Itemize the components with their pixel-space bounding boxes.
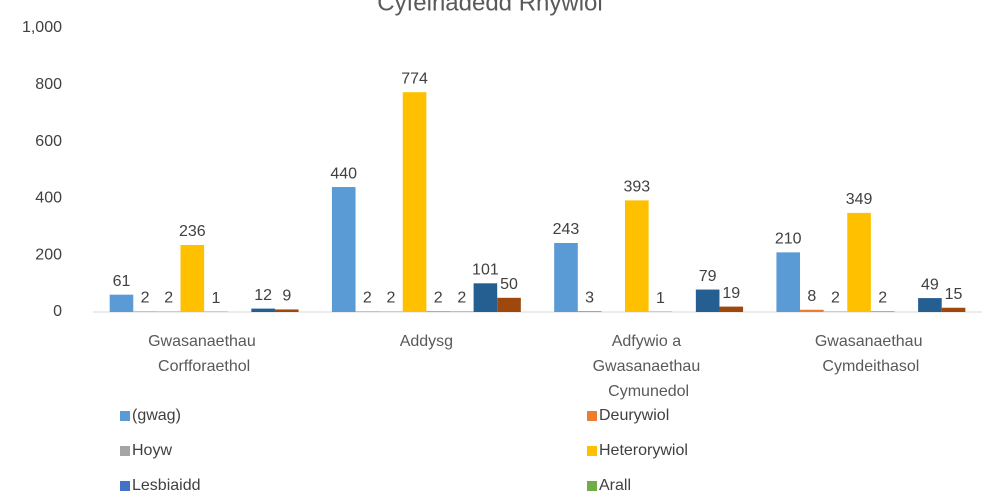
- bar: [847, 212, 871, 312]
- bar: [473, 283, 498, 312]
- data-label: 243: [553, 221, 580, 238]
- data-label: 2: [434, 290, 443, 307]
- legend-label: Arall: [599, 477, 631, 493]
- data-label: 3: [585, 289, 594, 306]
- data-label: 19: [722, 285, 740, 302]
- bar: [776, 252, 801, 312]
- data-label: 2: [141, 290, 150, 307]
- x-tick-label: Adfywio a Gwasanaethau Cymunedol: [593, 333, 705, 400]
- legend-label: (gwag): [132, 407, 181, 424]
- bar: [180, 244, 205, 312]
- legend-label: Hoyw: [132, 442, 172, 459]
- label-line: Addysg: [400, 333, 453, 350]
- bar: [625, 200, 649, 312]
- y-tick-label: 800: [35, 76, 62, 93]
- bar: [497, 297, 521, 312]
- bar: [823, 311, 848, 312]
- data-label: 12: [254, 287, 272, 304]
- y-tick-label: 600: [35, 133, 62, 150]
- chart-title: Cyfeiriadedd Rhywiol: [377, 0, 602, 16]
- bar: [379, 311, 403, 312]
- bar: [251, 308, 275, 312]
- bar: [719, 306, 744, 312]
- bar: [402, 92, 427, 313]
- y-tick-label: 400: [35, 190, 62, 207]
- data-label: 1: [656, 290, 665, 307]
- data-label: 1: [211, 290, 220, 307]
- data-label: 349: [846, 191, 873, 208]
- x-tick-label: Gwasanaethau Cymdeithasol: [815, 333, 927, 375]
- bar: [554, 242, 578, 312]
- data-label: 2: [164, 290, 173, 307]
- y-tick-label: 0: [53, 303, 62, 320]
- legend-label: Deurywiol: [599, 407, 669, 424]
- bar: [331, 187, 356, 312]
- bar: [355, 311, 380, 312]
- data-label: 2: [457, 290, 466, 307]
- data-label: 79: [699, 268, 717, 285]
- bar: [156, 311, 181, 312]
- bar: [426, 311, 450, 312]
- bar: [695, 289, 720, 312]
- legend-swatch: [120, 481, 130, 491]
- bar: [577, 311, 602, 312]
- data-label: 50: [500, 276, 518, 293]
- legend-swatch: [120, 411, 130, 421]
- bar: [133, 311, 157, 312]
- legend-swatch: [120, 446, 130, 456]
- data-label: 774: [401, 70, 428, 87]
- legend-swatch: [587, 411, 597, 421]
- legend-swatch: [587, 481, 597, 491]
- y-tick-label: 200: [35, 246, 62, 263]
- bar: [274, 309, 299, 312]
- label-line: Gwasanaethau: [815, 333, 927, 350]
- legend-swatch: [587, 446, 597, 456]
- data-label: 15: [945, 286, 963, 303]
- data-label: 236: [179, 223, 206, 240]
- legend-label: Heterorywiol: [599, 442, 688, 459]
- label-line: Cymunedol: [608, 383, 689, 400]
- label-line: Cymdeithasol: [822, 358, 919, 375]
- data-label: 9: [282, 288, 291, 305]
- data-label: 2: [363, 290, 372, 307]
- label-line: Adfywio a: [612, 333, 686, 350]
- data-label: 8: [807, 288, 816, 305]
- data-label: 2: [387, 290, 396, 307]
- bar: [918, 298, 942, 312]
- bar: [800, 309, 824, 312]
- bar: [449, 311, 474, 312]
- data-label: 210: [775, 231, 802, 248]
- y-tick-label: 1,000: [22, 19, 62, 36]
- label-line: Gwasanaethau: [593, 358, 705, 375]
- data-label: 2: [878, 290, 887, 307]
- label-line: Gwasanaethau: [148, 333, 260, 350]
- data-label: 393: [623, 179, 650, 196]
- x-tick-label: Gwasanaethau Corfforaethol: [148, 333, 260, 375]
- bar: [109, 294, 134, 312]
- x-tick-label: Addysg: [400, 333, 453, 350]
- bar: [941, 307, 966, 312]
- data-label: 101: [472, 262, 499, 279]
- legend-label: Lesbiaidd: [132, 477, 201, 493]
- data-label: 49: [921, 276, 939, 293]
- label-line: Corfforaethol: [158, 358, 250, 375]
- data-label: 2: [831, 290, 840, 307]
- data-label: 440: [330, 165, 357, 182]
- bar: [870, 311, 895, 312]
- data-label: 61: [113, 273, 131, 290]
